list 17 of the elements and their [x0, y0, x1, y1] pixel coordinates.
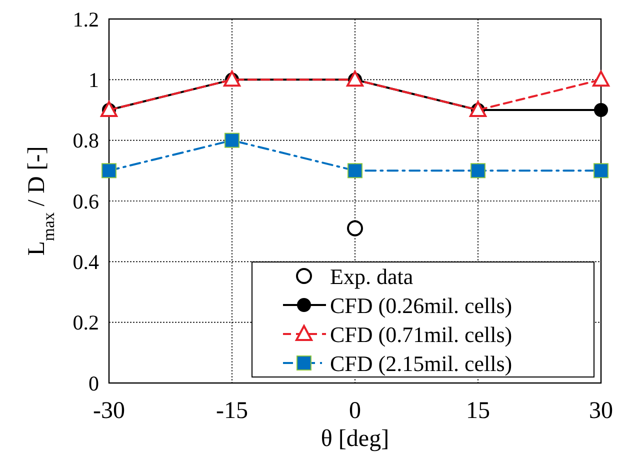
x-tick-label: 0	[349, 398, 361, 424]
x-tick-label: 15	[466, 398, 490, 424]
x-tick-label: -30	[93, 398, 125, 424]
y-tick-label: 0.6	[72, 189, 99, 214]
x-axis-title: θ [deg]	[320, 426, 390, 452]
legend-label: Exp. data	[330, 264, 414, 289]
y-tick-label: 0.4	[72, 250, 100, 274]
legend-label: CFD (0.26mil. cells)	[330, 293, 512, 318]
y-tick-label: 0	[88, 371, 99, 396]
y-tick-label: 1.2	[72, 7, 99, 32]
x-tick-label: -15	[216, 398, 248, 424]
legend-label: CFD (2.15mil. cells)	[330, 351, 512, 376]
legend-label: CFD (0.71mil. cells)	[330, 322, 512, 347]
y-tick-label: 0.2	[72, 310, 99, 335]
x-tick-label: 30	[589, 398, 613, 424]
y-tick-label: 0.8	[72, 128, 99, 153]
y-tick-label: 1	[88, 68, 99, 92]
